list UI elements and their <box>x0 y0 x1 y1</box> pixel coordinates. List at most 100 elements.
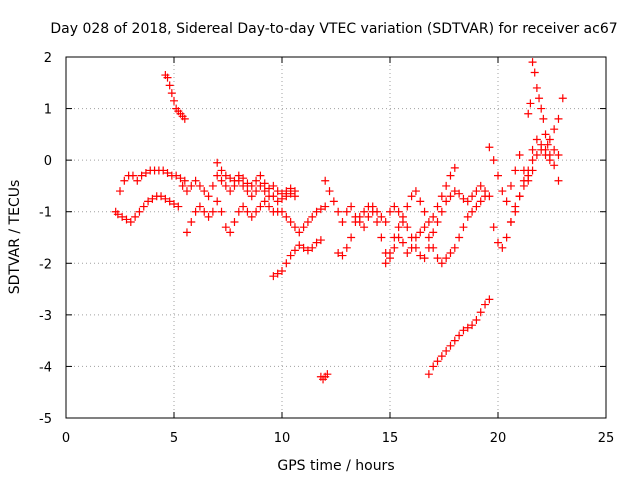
data-point <box>437 352 446 361</box>
data-point <box>290 187 299 196</box>
data-point <box>165 197 174 206</box>
data-point <box>208 207 217 216</box>
data-point <box>282 259 291 268</box>
data-point <box>390 202 399 211</box>
data-point <box>532 83 541 92</box>
data-point <box>463 323 472 332</box>
data-point <box>195 181 204 190</box>
data-point <box>515 150 524 159</box>
data-point <box>403 223 412 232</box>
data-point <box>403 202 412 211</box>
data-point <box>550 161 559 170</box>
data-point <box>394 207 403 216</box>
data-point <box>558 94 567 103</box>
data-point <box>191 176 200 185</box>
data-point <box>334 207 343 216</box>
data-point <box>131 212 140 221</box>
data-point <box>200 207 209 216</box>
y-axis-label: SDTVAR / TECUs <box>7 180 23 295</box>
series-track-j <box>334 192 490 268</box>
y-tick-label: 2 <box>44 51 52 66</box>
data-point <box>455 331 464 340</box>
data-point <box>308 243 317 252</box>
data-point <box>368 207 377 216</box>
data-point <box>252 176 261 185</box>
data-point <box>442 197 451 206</box>
data-point <box>524 171 533 180</box>
data-point <box>247 181 256 190</box>
data-point <box>200 187 209 196</box>
data-point <box>239 174 248 183</box>
data-point <box>424 233 433 242</box>
data-point <box>394 223 403 232</box>
data-point <box>347 202 356 211</box>
data-point <box>530 68 539 77</box>
data-point <box>446 341 455 350</box>
data-point <box>278 207 286 216</box>
series-track-m <box>485 135 563 206</box>
data-point <box>221 181 230 190</box>
data-point <box>182 228 191 237</box>
data-point <box>498 187 507 196</box>
data-point <box>411 187 420 196</box>
data-point <box>511 207 520 216</box>
data-point <box>476 308 485 317</box>
data-point <box>180 176 189 185</box>
data-point <box>463 212 472 221</box>
data-point <box>282 212 291 221</box>
data-point <box>407 192 416 201</box>
data-point <box>537 104 546 113</box>
data-point <box>213 171 222 180</box>
data-point <box>213 158 222 167</box>
data-point <box>420 207 429 216</box>
data-point <box>543 140 552 149</box>
data-point <box>299 243 308 252</box>
data-point <box>243 187 252 196</box>
data-point <box>511 166 520 175</box>
data-point <box>390 233 399 242</box>
data-point <box>135 207 144 216</box>
data-point <box>450 243 459 252</box>
data-point <box>502 233 511 242</box>
data-point <box>342 243 351 252</box>
data-point <box>113 210 122 219</box>
data-point <box>528 145 537 154</box>
data-point <box>221 171 230 180</box>
data-point <box>403 248 412 257</box>
data-point <box>273 197 282 206</box>
y-tick-label: -3 <box>39 309 52 324</box>
data-points <box>111 58 567 384</box>
data-point <box>433 254 442 263</box>
data-point <box>128 171 137 180</box>
data-point <box>174 202 183 211</box>
data-point <box>437 259 446 268</box>
y-tick-label: 0 <box>44 154 52 169</box>
data-point <box>472 187 481 196</box>
data-point <box>442 346 451 355</box>
data-point <box>528 166 537 175</box>
data-point <box>303 218 312 227</box>
data-point <box>213 197 222 206</box>
data-point <box>338 218 347 227</box>
data-point <box>528 58 537 67</box>
data-point <box>256 171 265 180</box>
data-point <box>407 233 416 242</box>
data-point <box>290 246 299 255</box>
x-tick-label: 20 <box>490 431 507 446</box>
data-point <box>433 202 442 211</box>
data-point <box>459 326 468 335</box>
data-point <box>118 212 127 221</box>
data-point <box>157 192 166 201</box>
data-point <box>204 192 213 201</box>
data-point <box>144 197 153 206</box>
y-tick-label: -5 <box>39 412 52 427</box>
data-point <box>476 197 485 206</box>
data-point <box>373 218 382 227</box>
data-point <box>463 197 472 206</box>
data-point <box>282 187 291 196</box>
data-point <box>208 181 217 190</box>
data-point <box>347 233 356 242</box>
series-track-f <box>213 158 299 198</box>
data-point <box>377 233 386 242</box>
x-tick-label: 25 <box>598 431 615 446</box>
